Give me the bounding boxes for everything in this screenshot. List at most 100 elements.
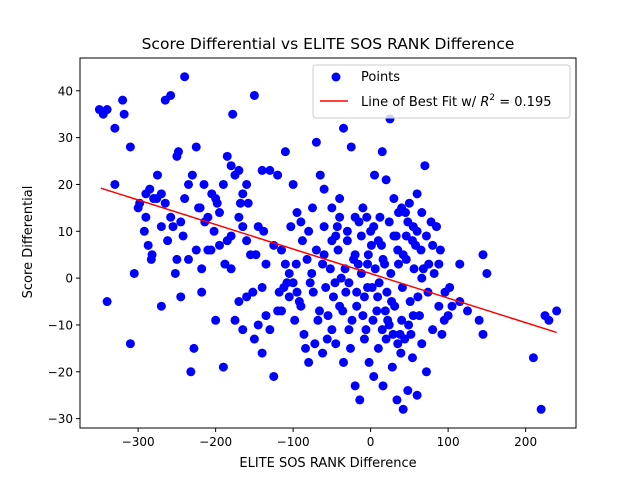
legend-points-marker [331,72,341,82]
data-point [222,151,232,161]
data-point [172,254,182,264]
data-point [372,306,382,316]
data-point [328,292,338,302]
data-point [288,278,298,288]
data-point [180,194,190,204]
y-tick-label: 0 [65,272,73,286]
data-point [346,142,356,152]
data-point [404,198,414,208]
data-point [211,315,221,325]
data-point [110,123,120,133]
legend-box [312,64,571,119]
data-point [455,259,465,269]
legend-fit-label-r: R [480,95,489,110]
data-point [325,264,335,274]
data-point [412,189,422,199]
data-point [318,259,328,269]
data-point [359,292,369,302]
data-point [308,287,318,297]
data-point [401,208,410,218]
data-point [319,184,329,194]
data-point [400,334,410,344]
legend-fit-label: Line of Best Fit w/ R2 = 0.195 [361,93,551,110]
legend-fit-label-sup: 2 [489,93,495,103]
data-point [209,226,219,236]
data-point [125,142,135,152]
data-point [145,184,155,194]
data-point [212,198,222,208]
data-point [392,395,402,405]
data-point [356,231,366,241]
data-point [322,334,332,344]
y-tick-label: −10 [48,318,73,332]
data-point [257,165,267,175]
y-tick-label: 10 [58,225,73,239]
data-point [380,306,390,316]
legend: Points Line of Best Fit w/ R2 = 0.195 [312,64,571,119]
data-point [412,390,422,400]
data-point [482,268,492,278]
data-point [315,170,325,180]
data-point [156,222,166,232]
data-point [429,268,439,278]
data-point [417,339,427,349]
data-point [194,203,204,213]
data-point [220,259,230,269]
data-point [302,254,312,264]
legend-fit-label-value: = 0.195 [495,95,551,110]
data-point [119,109,129,119]
data-point [243,198,253,208]
data-point [307,268,317,278]
data-point [420,161,430,171]
data-point [259,226,269,236]
legend-fit-label-prefix: Line of Best Fit w/ [361,95,480,110]
y-tick-label: 30 [58,131,73,145]
data-point [394,259,404,269]
data-point [133,203,143,213]
data-point [478,250,488,260]
data-point [347,315,357,325]
data-point [274,287,284,297]
data-point [445,282,455,292]
data-point [331,339,341,349]
data-point [156,301,166,311]
data-point [242,236,252,246]
data-point [369,222,379,232]
data-point [332,222,342,232]
data-point [284,268,294,278]
data-point [352,287,362,297]
x-tick-label: −100 [277,435,310,449]
data-point [364,357,374,367]
data-point [327,203,337,213]
data-point [280,147,290,157]
data-point [362,212,372,222]
data-point [401,231,411,241]
data-point [242,292,252,302]
data-point [118,95,128,105]
data-point [187,170,197,180]
data-point [226,231,236,241]
data-point [363,250,373,260]
data-point [403,217,413,227]
data-point [354,217,364,227]
data-point [443,311,453,321]
data-point [358,311,368,321]
data-point [215,208,224,218]
data-point [125,339,135,349]
data-point [238,222,248,232]
data-point [265,325,275,335]
data-point [191,245,201,255]
data-point [359,334,369,344]
data-point [288,179,298,189]
data-point [463,306,472,316]
data-point [297,236,307,246]
data-point [218,179,228,189]
data-point [370,170,379,180]
fit-line [100,187,557,334]
data-point [168,222,178,232]
data-point [373,343,383,353]
data-point [426,217,436,227]
data-point [228,109,238,119]
data-point [381,175,391,185]
y-ticks: −30 −20 −10 0 10 20 30 40 [48,84,80,426]
